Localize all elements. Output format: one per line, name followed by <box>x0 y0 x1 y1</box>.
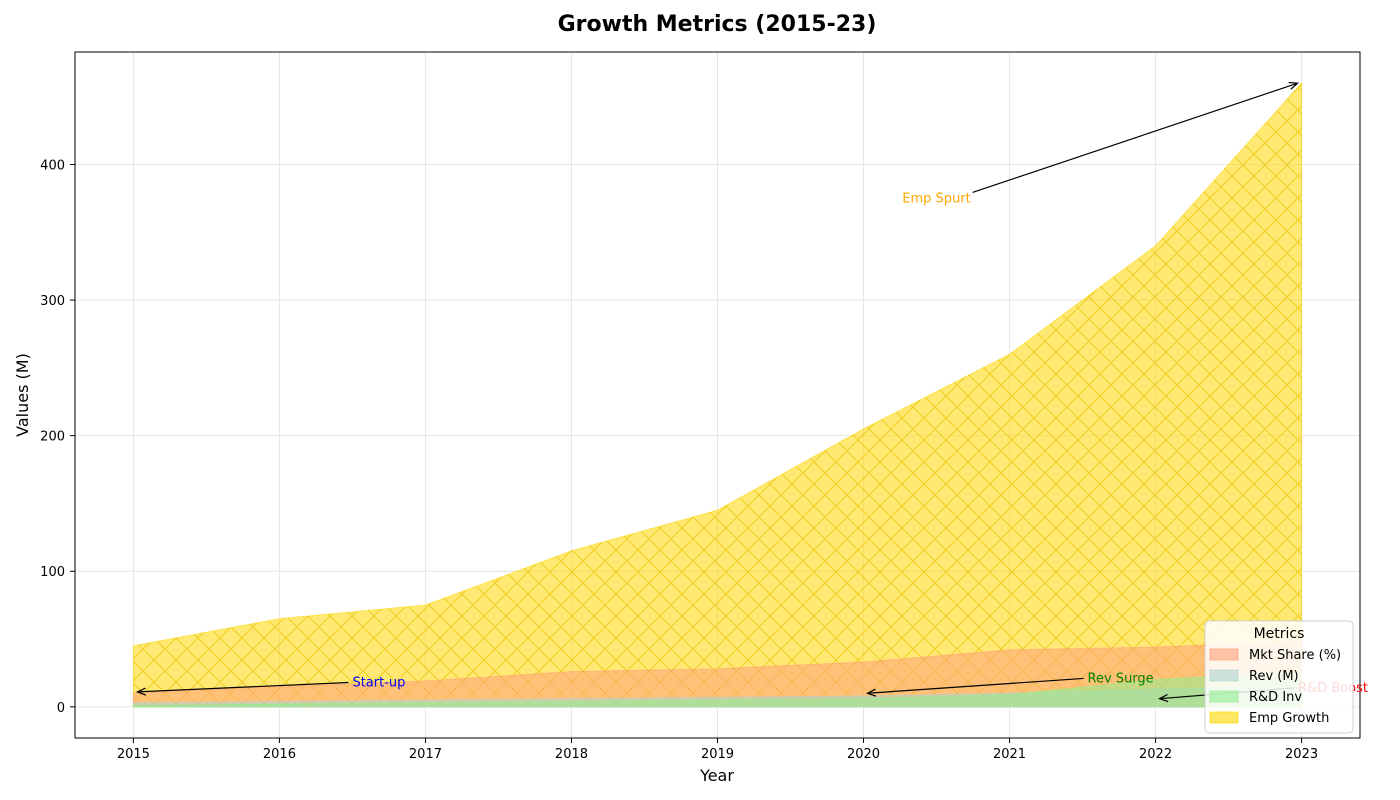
legend-label: Emp Growth <box>1249 711 1329 726</box>
x-axis: 2015 2016 2017 2018 2019 2020 2021 2022 2023 <box>117 738 1318 762</box>
chart-title: Growth Metrics (2015-23) <box>558 12 877 37</box>
annotation-arrow <box>137 681 349 693</box>
annotation-arrow <box>972 82 1298 194</box>
y-tick-label: 400 <box>40 159 65 174</box>
annotation-label: Start-up <box>352 675 405 690</box>
arrow-head <box>1288 81 1300 90</box>
x-axis-label: Year <box>699 766 734 785</box>
arrow-head <box>1158 693 1169 703</box>
x-tick-label: 2020 <box>847 747 880 762</box>
y-tick-label: 100 <box>40 565 65 580</box>
legend-swatch <box>1209 711 1239 724</box>
annotation-label: Emp Spurt <box>902 191 970 206</box>
annotation-arrow <box>867 677 1084 694</box>
legend-label: R&D Inv <box>1249 690 1302 705</box>
y-axis-label: Values (M) <box>13 353 32 437</box>
x-tick-label: 2016 <box>263 747 296 762</box>
legend-title: Metrics <box>1254 626 1305 642</box>
y-tick-label: 200 <box>40 430 65 445</box>
x-tick-label: 2018 <box>555 747 588 762</box>
y-axis: 0 100 200 300 400 <box>40 159 75 716</box>
legend-swatch <box>1209 648 1239 661</box>
annotation-label: Rev Surge <box>1088 671 1154 686</box>
area-hatch <box>133 83 1302 707</box>
arrow-head <box>865 688 877 697</box>
legend: Metrics Mkt Share (%) Rev (M) R&D Inv Emp Gr… <box>1204 620 1354 734</box>
legend-label: Rev (M) <box>1249 669 1299 684</box>
x-tick-label: 2017 <box>409 747 442 762</box>
legend-swatch <box>1209 690 1239 703</box>
legend-box <box>1204 620 1354 734</box>
x-tick-label: 2021 <box>993 747 1026 762</box>
arrow-head <box>135 687 147 696</box>
x-tick-label: 2015 <box>117 747 150 762</box>
legend-label: Mkt Share (%) <box>1249 648 1341 663</box>
x-tick-label: 2019 <box>701 747 734 762</box>
x-tick-label: 2023 <box>1285 747 1318 762</box>
legend-swatch <box>1209 669 1239 682</box>
series-areas <box>132 81 1303 708</box>
x-tick-label: 2022 <box>1139 747 1172 762</box>
y-tick-label: 300 <box>40 294 65 309</box>
y-tick-label: 0 <box>57 701 65 716</box>
